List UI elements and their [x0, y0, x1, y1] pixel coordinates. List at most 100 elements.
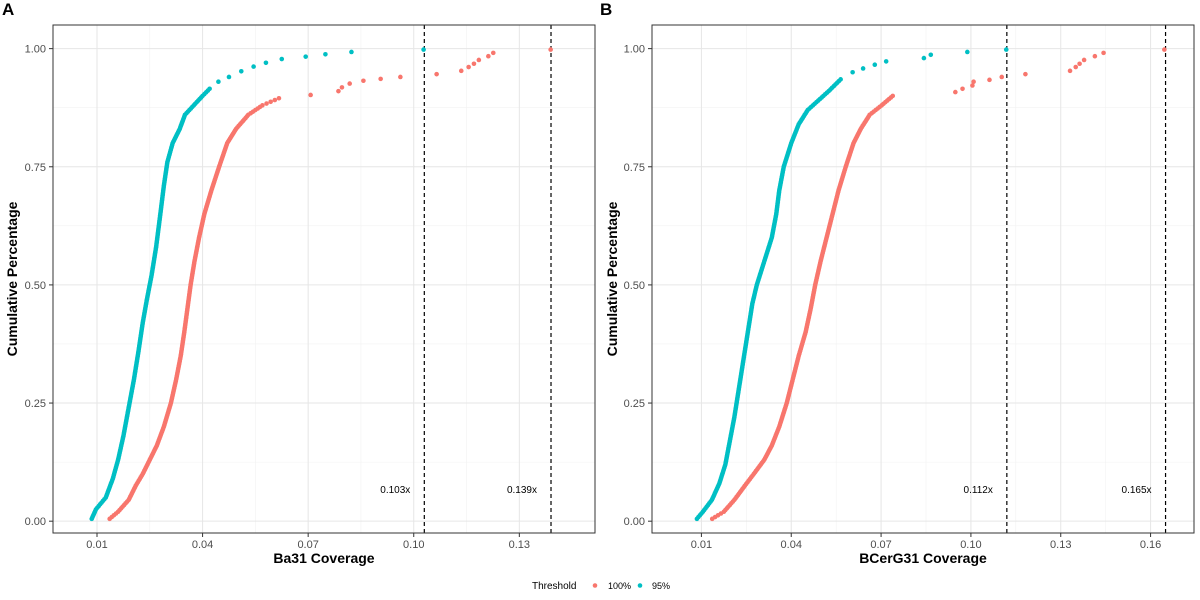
legend: Threshold 100% 95% — [532, 581, 670, 592]
y-tick-label: 1.00 — [624, 44, 645, 56]
data-point — [458, 68, 464, 74]
data-point — [1067, 68, 1073, 74]
data-point — [207, 86, 212, 92]
y-axis-title: Cumulative Percentage — [604, 201, 620, 356]
data-point — [486, 53, 491, 59]
data-point — [872, 62, 878, 67]
series-threshold-100 — [107, 47, 553, 522]
y-tick-label: 1.00 — [25, 44, 46, 56]
data-point — [490, 50, 496, 56]
data-point — [347, 81, 352, 86]
y-axis-title: Cumulative Percentage — [4, 201, 20, 356]
panel-label: A — [2, 0, 14, 19]
data-point — [960, 86, 965, 92]
gridlines — [652, 25, 1194, 533]
threshold-label: 0.112x — [964, 485, 993, 496]
data-point — [476, 57, 482, 63]
data-point — [971, 79, 976, 85]
y-tick-label: 0.75 — [624, 162, 645, 174]
data-point — [838, 77, 843, 82]
y-tick-label: 0.00 — [624, 516, 645, 528]
x-tick-label: 0.10 — [403, 539, 424, 551]
data-point — [276, 95, 282, 101]
data-point — [890, 93, 896, 99]
data-point — [999, 74, 1005, 80]
x-tick-label: 0.04 — [781, 539, 802, 551]
data-point — [1077, 61, 1082, 67]
x-tick-label: 0.13 — [509, 539, 530, 551]
x-tick-label: 0.07 — [870, 539, 891, 551]
data-point — [339, 85, 345, 90]
data-point — [226, 74, 232, 80]
data-point — [953, 89, 958, 95]
data-point — [471, 61, 477, 67]
plot-background — [53, 25, 595, 533]
data-point — [216, 79, 221, 85]
data-point — [251, 64, 256, 69]
x-tick-label: 0.16 — [1140, 539, 1161, 551]
panel-border — [651, 24, 1195, 534]
data-point — [1073, 64, 1079, 70]
legend-title: Threshold — [532, 581, 576, 592]
x-axis-title: Ba31 Coverage — [273, 550, 374, 566]
x-tick-label: 0.01 — [691, 539, 712, 551]
data-point — [1003, 47, 1009, 52]
data-point — [279, 56, 285, 62]
panel-b: 0.112x 0.165x 0.01 0.04 0.07 0.10 0.13 0.16 0.00… — [600, 0, 1195, 566]
y-tick-label: 0.75 — [25, 162, 46, 174]
data-point — [1101, 50, 1106, 56]
data-point — [466, 64, 471, 70]
series-threshold-100 — [709, 47, 1167, 522]
panel-border — [52, 24, 596, 534]
data-point — [987, 77, 992, 83]
series-threshold-95 — [89, 47, 426, 522]
y-tick-label: 0.00 — [25, 516, 46, 528]
data-point — [850, 69, 855, 75]
data-point — [421, 47, 426, 52]
data-point — [263, 60, 269, 66]
legend-swatch — [592, 583, 598, 588]
data-point — [272, 97, 278, 103]
legend-entry-label: 100% — [608, 581, 631, 591]
data-point — [336, 88, 341, 94]
data-point — [268, 99, 273, 105]
x-tick-label: 0.07 — [297, 539, 318, 551]
data-point — [361, 78, 366, 84]
data-point — [1081, 57, 1087, 63]
data-point — [1162, 47, 1167, 52]
data-point — [349, 49, 354, 55]
data-point — [238, 69, 244, 74]
data-point — [1092, 53, 1098, 59]
data-point — [398, 74, 403, 80]
panel-label: B — [600, 0, 612, 19]
data-point — [434, 71, 439, 77]
legend-swatch — [637, 583, 643, 588]
data-point — [303, 54, 309, 59]
data-point — [860, 66, 866, 71]
data-point — [378, 76, 383, 82]
legend-entry-label: 95% — [652, 581, 670, 591]
data-point — [970, 83, 975, 88]
data-point — [548, 47, 553, 52]
series-threshold-95 — [694, 47, 1009, 522]
y-tick-label: 0.50 — [25, 280, 46, 292]
data-point — [921, 55, 927, 61]
data-point — [928, 52, 934, 58]
plot-background — [652, 25, 1194, 533]
threshold-label: 0.103x — [380, 485, 410, 496]
data-point — [323, 52, 328, 57]
x-tick-label: 0.01 — [86, 539, 107, 551]
gridlines — [53, 25, 595, 533]
data-point — [965, 49, 970, 55]
panel-a: 0.103x 0.139x 0.01 0.04 0.07 0.10 0.13 0.00 0.25… — [2, 0, 596, 566]
data-point — [264, 101, 269, 106]
x-tick-label: 0.04 — [192, 539, 213, 551]
data-point — [260, 103, 265, 108]
y-tick-label: 0.25 — [624, 398, 645, 410]
y-tick-label: 0.50 — [624, 280, 645, 292]
threshold-label: 0.139x — [507, 485, 537, 496]
threshold-label: 0.165x — [1122, 485, 1152, 496]
x-tick-label: 0.13 — [1050, 539, 1071, 551]
data-point — [1023, 71, 1028, 77]
